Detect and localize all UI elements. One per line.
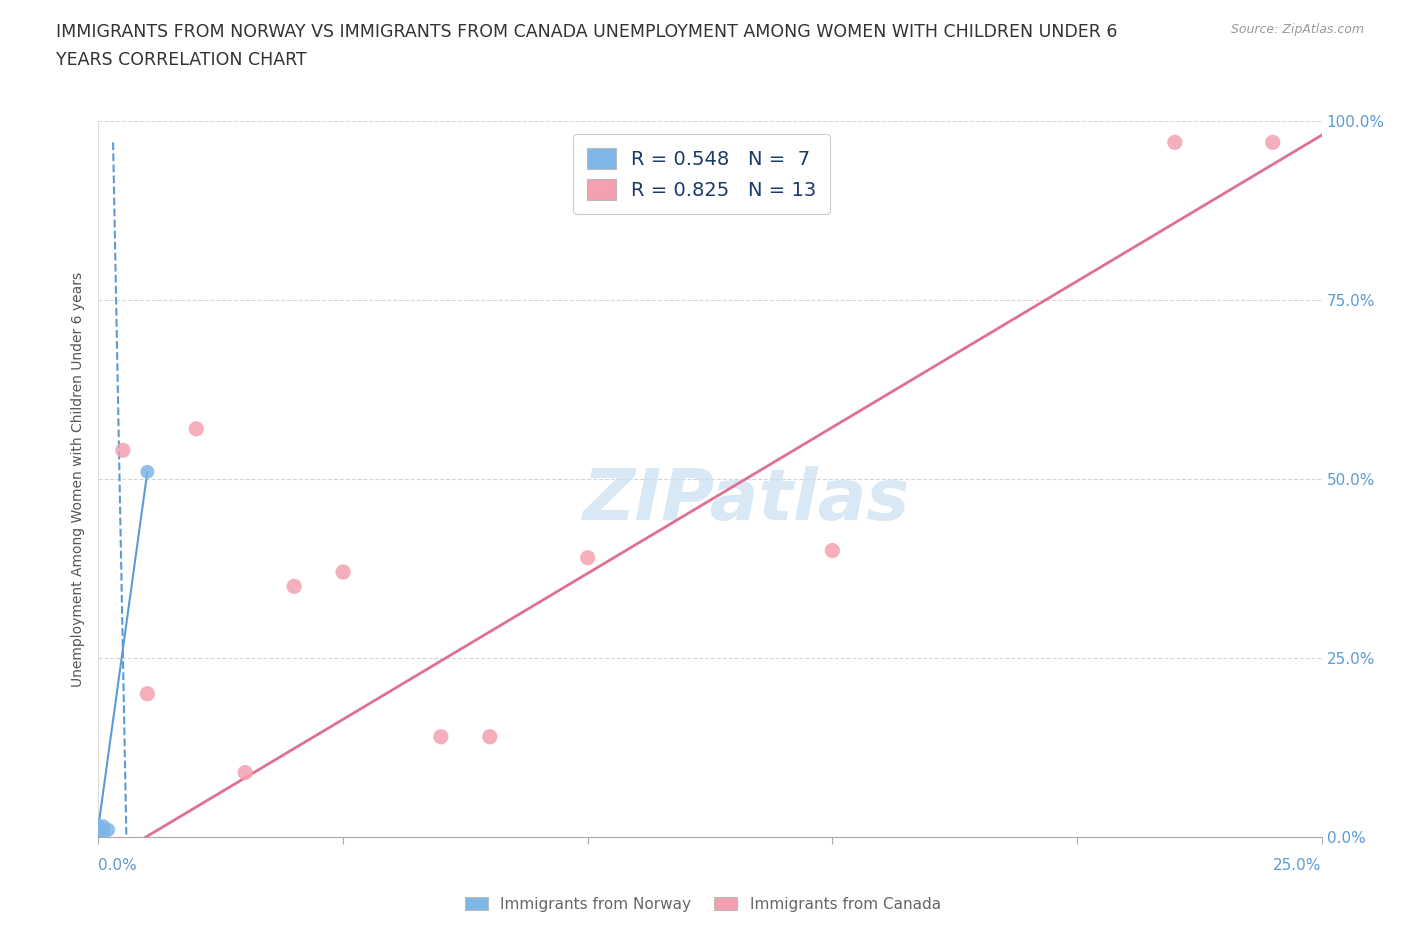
Point [91, 826, 114, 841]
Point [1164, 135, 1187, 150]
Point [87, 822, 110, 837]
Point [136, 464, 159, 479]
Text: 25.0%: 25.0% [1274, 857, 1322, 872]
Point [87, 826, 110, 841]
Text: IMMIGRANTS FROM NORWAY VS IMMIGRANTS FROM CANADA UNEMPLOYMENT AMONG WOMEN WITH C: IMMIGRANTS FROM NORWAY VS IMMIGRANTS FRO… [56, 23, 1118, 41]
Y-axis label: Unemployment Among Women with Children Under 6 years: Unemployment Among Women with Children U… [70, 272, 84, 686]
Point [87, 818, 110, 833]
Point [91, 818, 114, 833]
Point [332, 565, 354, 579]
Point [97, 822, 120, 837]
Point [1261, 135, 1284, 150]
Point [233, 765, 256, 780]
Text: 0.0%: 0.0% [98, 857, 138, 872]
Point [87, 822, 110, 837]
Legend: Immigrants from Norway, Immigrants from Canada: Immigrants from Norway, Immigrants from … [460, 890, 946, 918]
Point [430, 729, 453, 744]
Text: YEARS CORRELATION CHART: YEARS CORRELATION CHART [56, 51, 307, 69]
Legend: R = 0.548   N =  7, R = 0.825   N = 13: R = 0.548 N = 7, R = 0.825 N = 13 [574, 134, 830, 214]
Point [576, 551, 599, 565]
Point [136, 686, 159, 701]
Point [478, 729, 501, 744]
Text: ZIPatlas: ZIPatlas [583, 466, 911, 535]
Point [111, 443, 134, 458]
Text: Source: ZipAtlas.com: Source: ZipAtlas.com [1230, 23, 1364, 36]
Point [283, 578, 305, 594]
Point [186, 421, 208, 436]
Point [821, 543, 844, 558]
